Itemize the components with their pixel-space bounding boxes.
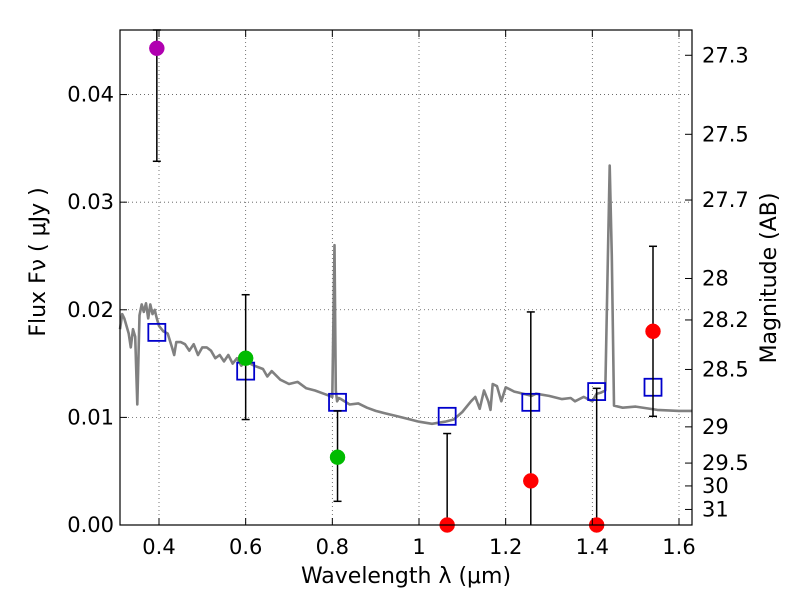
mag-tick-label: 31 xyxy=(702,497,729,521)
y-tick-label: 0.00 xyxy=(67,513,114,537)
x-tick-label: 1.4 xyxy=(576,535,609,559)
y-tick-label: 0.04 xyxy=(67,83,114,107)
mag-tick-label: 28.2 xyxy=(702,308,749,332)
measurement-point xyxy=(645,323,661,340)
model-box-marker xyxy=(147,322,167,342)
axis-ticks: 0.4 0.6 0.8 1 1.2 1.4 1.6 0.00 0.01 0.02 0.03 0.04 2… xyxy=(67,30,749,559)
measurement-point xyxy=(329,449,346,465)
plot-series xyxy=(118,29,692,533)
x-tick-label: 0.4 xyxy=(142,535,175,559)
x-tick-label: 1 xyxy=(412,535,425,559)
mag-tick-label: 27.5 xyxy=(702,122,749,146)
model-box-marker xyxy=(437,406,457,426)
x-tick-label: 1.6 xyxy=(662,535,695,559)
mag-tick-label: 30 xyxy=(702,474,729,498)
sed-model-line xyxy=(118,164,692,426)
mag-tick-label: 28.5 xyxy=(702,357,749,381)
mag-tick-label: 29 xyxy=(702,415,729,439)
y-tick-label: 0.03 xyxy=(67,190,114,214)
mag-tick-label: 28 xyxy=(702,266,729,290)
x-tick-label: 0.6 xyxy=(229,535,262,559)
y-tick-label: 0.01 xyxy=(67,405,114,429)
y-axis-label-right: Magnitude (AB) xyxy=(757,193,782,364)
mag-tick-label: 27.7 xyxy=(702,188,749,212)
y-tick-label: 0.02 xyxy=(67,298,114,322)
x-tick-label: 1.2 xyxy=(489,535,522,559)
measurement-point xyxy=(523,473,539,489)
plot-frame xyxy=(119,29,693,526)
x-axis-label: Wavelength λ (μm) xyxy=(301,564,511,589)
y-axis-label-left: Flux Fν ( μJy ) xyxy=(26,187,51,336)
mag-tick-label: 27.3 xyxy=(702,43,749,67)
mag-tick-label: 29.5 xyxy=(702,451,749,475)
measurement-point xyxy=(237,350,254,366)
x-tick-label: 0.8 xyxy=(316,535,349,559)
measurement-point xyxy=(149,40,165,57)
